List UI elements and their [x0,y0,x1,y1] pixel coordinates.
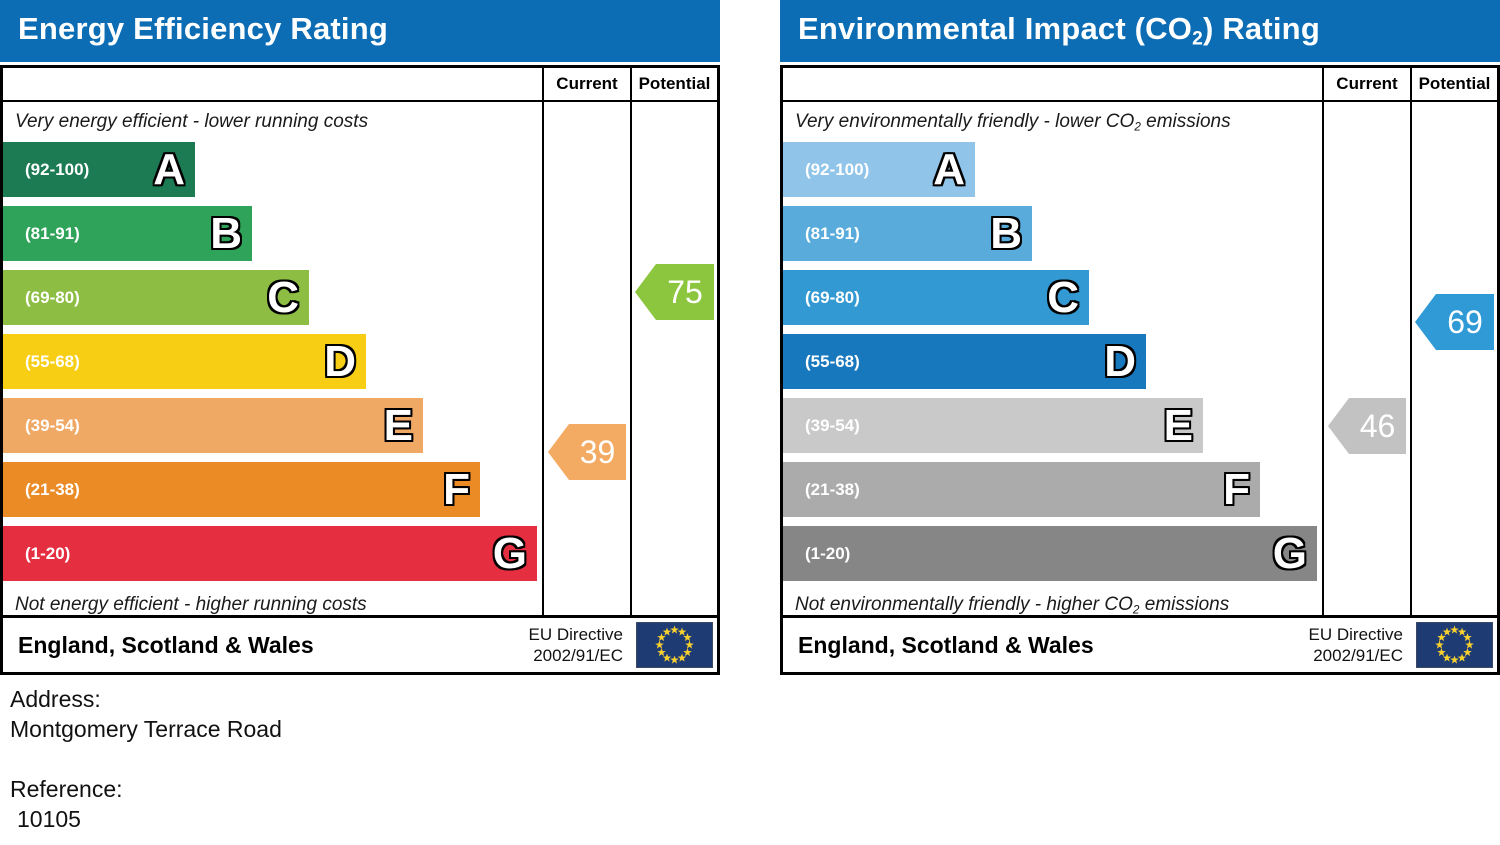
environmental-current-column [1322,102,1410,615]
environmental-potential-column-header: Potential [1410,68,1497,100]
band-letter: F [1223,464,1250,514]
region-label: England, Scotland & Wales [798,631,1094,658]
environmental-band-b: (81-91) B [783,206,1032,261]
environmental-table-footer: England, Scotland & Wales EU Directive 20… [783,615,1497,672]
energy-bottom-note: Not energy efficient - higher running co… [15,594,367,615]
energy-band-area: Very energy efficient - lower running co… [3,102,542,615]
band-letter: E [1163,400,1193,450]
environmental-band-area: Very environmentally friendly - lower CO… [783,102,1322,617]
band-range-label: (21-38) [25,479,80,499]
band-range-label: (69-80) [805,287,860,307]
band-range-label: (1-20) [25,543,71,563]
environmental-chart-table: Current Potential Very environmentally f… [780,65,1500,675]
environmental-current-value: 46 [1359,407,1396,444]
environmental-chart-title-bar: Environmental Impact (CO2) Rating [780,0,1500,62]
energy-band-e: (39-54) E [3,398,423,453]
property-details: Address: Montgomery Terrace Road Referen… [10,684,282,834]
band-range-label: (21-38) [805,479,860,499]
band-letter: D [1104,336,1136,386]
eu-directive-label: EU Directive 2002/91/EC [528,624,623,665]
energy-band-d: (55-68) D [3,334,366,389]
environmental-potential-column [1410,102,1497,615]
band-letter: B [990,208,1022,258]
energy-potential-value: 75 [667,273,703,310]
band-range-label: (39-54) [25,415,80,435]
band-letter: A [153,144,185,194]
band-range-label: (92-100) [25,159,90,179]
energy-table-body: Very energy efficient - lower running co… [3,102,717,615]
band-letter: A [933,144,965,194]
environmental-band-c: (69-80) C [783,270,1089,325]
details-spacer [10,744,282,774]
energy-band-a: (92-100) A [3,142,195,197]
band-range-label: (81-91) [805,223,860,243]
environmental-top-note: Very environmentally friendly - lower CO… [795,111,1231,134]
energy-current-column-header: Current [542,68,630,100]
energy-chart-title-bar: Energy Efficiency Rating [0,0,720,62]
environmental-potential-value: 69 [1447,303,1483,340]
band-letter: G [492,528,527,578]
energy-chart-title: Energy Efficiency Rating [18,11,389,47]
environmental-band-d: (55-68) D [783,334,1146,389]
band-letter: C [1047,272,1079,322]
environmental-impact-panel: Environmental Impact (CO2) Rating Curren… [780,0,1500,675]
band-range-label: (1-20) [805,543,851,563]
band-letter: G [1272,528,1307,578]
eu-directive-label: EU Directive 2002/91/EC [1308,624,1403,665]
band-range-label: (92-100) [805,159,870,179]
environmental-header-spacer [783,68,1322,100]
eu-flag-icon [636,622,713,668]
band-range-label: (55-68) [805,351,860,371]
environmental-current-column-header: Current [1322,68,1410,100]
band-range-label: (39-54) [805,415,860,435]
band-letter: E [383,400,413,450]
region-label: England, Scotland & Wales [18,631,314,658]
band-letter: F [443,464,470,514]
band-range-label: (81-91) [25,223,80,243]
energy-current-column [542,102,630,615]
environmental-band-e: (39-54) E [783,398,1203,453]
band-letter: C [267,272,299,322]
energy-potential-column [630,102,717,615]
environmental-table-header-row: Current Potential [783,68,1497,102]
energy-chart-table: Current Potential Very energy efficient … [0,65,720,675]
energy-table-header-row: Current Potential [3,68,717,102]
environmental-band-f: (21-38) F [783,462,1260,517]
environmental-band-a: (92-100) A [783,142,975,197]
band-range-label: (55-68) [25,351,80,371]
band-letter: D [324,336,356,386]
environmental-table-body: Very environmentally friendly - lower CO… [783,102,1497,617]
band-range-label: (69-80) [25,287,80,307]
reference-value: 10105 [17,806,81,832]
energy-current-value: 39 [579,433,616,470]
energy-band-c: (69-80) C [3,270,309,325]
environmental-band-g: (1-20) G [783,526,1317,581]
energy-top-note: Very energy efficient - lower running co… [15,111,369,132]
environmental-chart-title: Environmental Impact (CO2) Rating [798,11,1320,50]
energy-band-g: (1-20) G [3,526,537,581]
address-value: Montgomery Terrace Road [10,716,282,742]
energy-band-f: (21-38) F [3,462,480,517]
band-letter: B [210,208,242,258]
address-label: Address: [10,686,101,712]
reference-label: Reference: [10,776,123,802]
energy-band-b: (81-91) B [3,206,252,261]
energy-table-footer: England, Scotland & Wales EU Directive 20… [3,615,717,672]
eu-flag-icon [1416,622,1493,668]
energy-efficiency-panel: Energy Efficiency Rating Current Potenti… [0,0,720,675]
environmental-bottom-note: Not environmentally friendly - higher CO… [795,594,1230,617]
energy-potential-column-header: Potential [630,68,717,100]
energy-header-spacer [3,68,542,100]
